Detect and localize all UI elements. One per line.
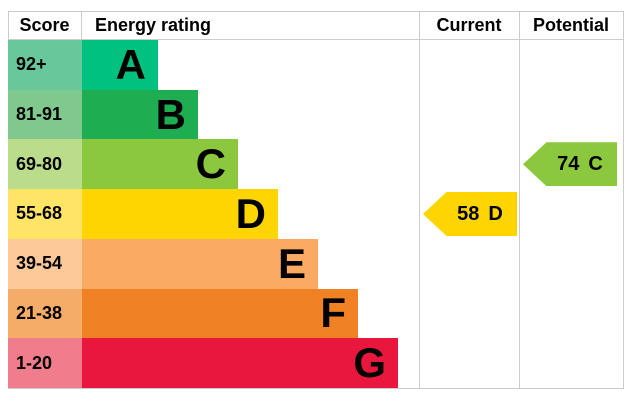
table-top-border: [8, 11, 623, 12]
band-letter: F: [320, 289, 346, 337]
score-range-cell-c: 69-80: [8, 139, 82, 190]
energy-band-bar-g: G: [82, 338, 398, 388]
potential-score-value: 74: [557, 152, 580, 175]
energy-band-bar-a: A: [82, 40, 158, 90]
score-column-header: Score: [19, 15, 70, 35]
band-letter: C: [195, 140, 226, 188]
score-range-cell-d: 55-68: [8, 189, 82, 239]
band-letter: G: [353, 339, 386, 387]
epc-band-row-b: 81-91 B: [8, 89, 623, 140]
energy-band-bar-b: B: [82, 89, 198, 140]
epc-band-row-a: 92+ A: [8, 40, 623, 90]
header-bottom-border: [8, 39, 623, 40]
energy-band-bar-e: E: [82, 238, 318, 289]
energy-rating-column-header: Energy rating: [95, 15, 212, 35]
band-letter: A: [115, 40, 146, 88]
score-range-cell-b: 81-91: [8, 89, 82, 140]
table-right-border: [623, 11, 624, 389]
energy-band-bar-d: D: [82, 189, 278, 239]
score-range-cell-e: 39-54: [8, 238, 82, 289]
epc-band-row-c: 69-80 C: [8, 139, 623, 190]
score-range-label: 69-80: [16, 153, 63, 174]
score-range-cell-g: 1-20: [8, 338, 82, 388]
score-range-label: 39-54: [16, 253, 63, 274]
score-range-label: 92+: [16, 54, 47, 75]
band-letter: D: [235, 189, 266, 237]
score-range-cell-f: 21-38: [8, 288, 82, 339]
potential-column-header: Potential: [532, 15, 609, 35]
score-column-separator: [81, 11, 82, 40]
potential-rating-arrow: 74 C: [523, 142, 617, 187]
band-letter: E: [277, 239, 306, 287]
energy-band-bar-f: F: [82, 288, 358, 339]
current-column-header: Current: [436, 15, 502, 35]
epc-band-row-d: 55-68 D: [8, 189, 623, 239]
score-range-label: 1-20: [16, 352, 53, 373]
epc-band-row-g: 1-20 G: [8, 338, 623, 388]
band-letter: B: [155, 90, 186, 138]
score-range-label: 55-68: [16, 203, 63, 224]
current-score-value: 58: [457, 202, 480, 225]
potential-band-letter: C: [588, 152, 603, 175]
current-column-left-border: [419, 11, 420, 389]
score-range-label: 21-38: [16, 302, 63, 323]
score-range-cell-a: 92+: [8, 40, 82, 90]
epc-band-row-e: 39-54 E: [8, 238, 623, 289]
score-range-label: 81-91: [16, 104, 63, 125]
current-band-letter: D: [488, 202, 503, 225]
energy-band-bar-c: C: [82, 139, 238, 190]
table-bottom-border: [8, 388, 623, 389]
header-left-border: [8, 11, 9, 40]
epc-band-row-f: 21-38 F: [8, 288, 623, 339]
potential-column-left-border: [519, 11, 520, 389]
